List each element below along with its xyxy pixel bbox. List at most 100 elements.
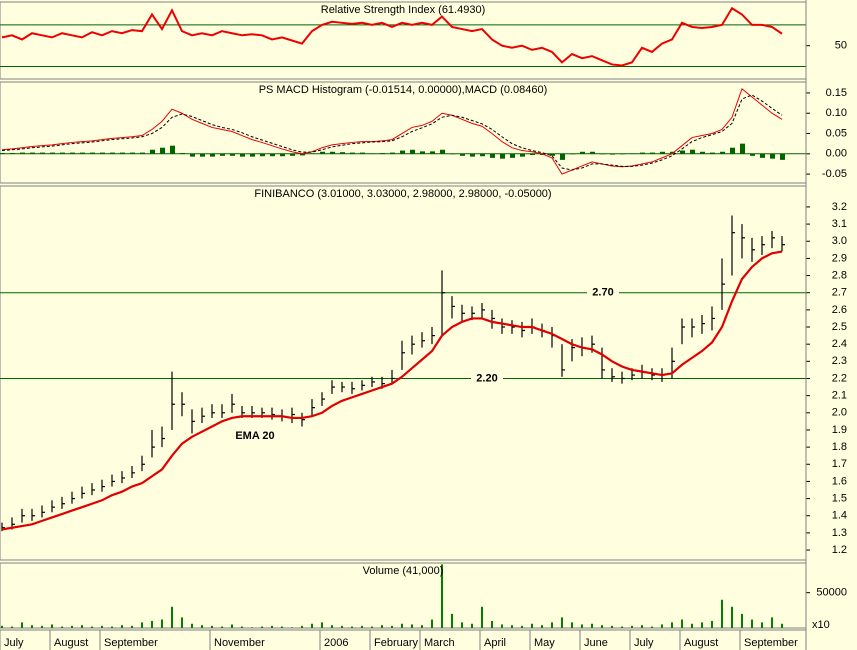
y-tick-label: 2.0 bbox=[832, 407, 847, 419]
price-bar bbox=[111, 474, 115, 487]
panel bbox=[0, 185, 807, 561]
x-tick-label: July bbox=[4, 637, 24, 649]
price-bar bbox=[621, 371, 625, 384]
histogram-bar bbox=[580, 151, 585, 154]
price-bar bbox=[191, 409, 195, 434]
histogram-bar bbox=[570, 153, 575, 155]
volume-bar bbox=[81, 625, 83, 628]
price-bar bbox=[481, 303, 485, 319]
histogram-bar bbox=[110, 152, 115, 154]
volume-bar bbox=[351, 626, 353, 628]
y-tick-label: 2.3 bbox=[832, 355, 847, 367]
price-bar bbox=[361, 380, 365, 391]
x-tick-label: September bbox=[744, 637, 798, 649]
histogram-bar bbox=[610, 153, 615, 155]
y-tick-label: 2.2 bbox=[832, 372, 847, 384]
panel-title: PS MACD Histogram (-0.01514, 0.00000),MA… bbox=[259, 84, 548, 96]
volume-bar bbox=[271, 625, 273, 628]
price-bar bbox=[311, 399, 315, 417]
volume-bar bbox=[671, 622, 673, 628]
histogram-bar bbox=[720, 151, 725, 154]
x-tick-label: November bbox=[214, 637, 265, 649]
price-bar bbox=[151, 429, 155, 458]
volume-bar bbox=[321, 622, 323, 628]
histogram-bar bbox=[320, 151, 325, 154]
histogram-bar bbox=[630, 153, 635, 154]
histogram-bar bbox=[460, 153, 465, 156]
price-bar bbox=[31, 508, 35, 521]
price-bar bbox=[781, 236, 785, 252]
volume-bar bbox=[241, 626, 243, 628]
volume-bar bbox=[521, 625, 523, 628]
volume-bar bbox=[711, 620, 713, 628]
panel-title: Volume (41,000) bbox=[363, 565, 444, 577]
histogram-bar bbox=[730, 147, 735, 154]
x-tick-label: August bbox=[684, 637, 718, 649]
price-bar bbox=[691, 318, 695, 338]
histogram-bar bbox=[770, 153, 775, 159]
volume-bar bbox=[141, 622, 143, 628]
volume-bar bbox=[201, 625, 203, 628]
price-bar bbox=[331, 380, 335, 394]
histogram-bar bbox=[20, 152, 25, 154]
histogram-bar bbox=[180, 152, 185, 154]
volume-bar bbox=[611, 625, 613, 628]
volume-bar bbox=[761, 622, 763, 628]
histogram-bar bbox=[210, 153, 215, 157]
histogram-bar bbox=[390, 152, 395, 154]
histogram-bar bbox=[260, 153, 265, 157]
price-bar bbox=[711, 306, 715, 331]
histogram-bar bbox=[290, 153, 295, 156]
price-bar bbox=[341, 381, 345, 393]
price-bar bbox=[291, 407, 295, 424]
volume-bar bbox=[491, 620, 493, 628]
volume-bar bbox=[661, 624, 663, 628]
price-bar bbox=[1, 522, 5, 532]
histogram-bar bbox=[330, 151, 335, 154]
price-bar bbox=[511, 320, 515, 334]
x-tick-label: August bbox=[54, 637, 88, 649]
histogram-bar bbox=[740, 143, 745, 154]
price-bar bbox=[571, 339, 575, 362]
volume-bar bbox=[531, 623, 533, 628]
volume-bar bbox=[411, 624, 413, 628]
histogram-bar bbox=[270, 153, 275, 157]
volume-bar bbox=[331, 625, 333, 628]
volume-bar bbox=[11, 626, 13, 628]
histogram-bar bbox=[0, 152, 5, 154]
histogram-bar bbox=[650, 152, 655, 154]
series-label: EMA 20 bbox=[235, 430, 274, 442]
price-bar bbox=[741, 224, 745, 259]
histogram-bar bbox=[70, 152, 75, 154]
y-tick-label: 2.1 bbox=[832, 390, 847, 402]
price-bar bbox=[441, 270, 445, 336]
price-bar bbox=[61, 496, 65, 509]
panel-title: FINIBANCO (3.01000, 3.03000, 2.98000, 2.… bbox=[254, 188, 551, 200]
y-tick-label: 50 bbox=[835, 40, 847, 52]
y-tick-label: 1.5 bbox=[832, 492, 847, 504]
volume-bar bbox=[401, 623, 403, 628]
histogram-bar bbox=[250, 153, 255, 157]
histogram-bar bbox=[220, 153, 225, 156]
price-bar bbox=[421, 332, 425, 348]
volume-bar bbox=[121, 625, 123, 628]
volume-bar bbox=[641, 625, 643, 628]
y-tick-label: -0.05 bbox=[822, 168, 847, 180]
histogram-bar bbox=[140, 152, 145, 154]
volume-bar bbox=[131, 625, 133, 628]
volume-bar bbox=[601, 625, 603, 628]
histogram-bar bbox=[450, 153, 455, 155]
histogram-bar bbox=[750, 153, 755, 156]
y-tick-label: 2.8 bbox=[832, 269, 847, 281]
volume-bar bbox=[471, 623, 473, 628]
price-bar bbox=[401, 340, 405, 370]
y-tick-label: 3.0 bbox=[832, 235, 847, 247]
histogram-bar bbox=[520, 153, 525, 157]
volume-bar bbox=[71, 625, 73, 628]
histogram-bar bbox=[90, 152, 95, 154]
price-bar bbox=[611, 368, 615, 382]
histogram-bar bbox=[310, 153, 315, 154]
volume-bar bbox=[701, 622, 703, 628]
volume-bar bbox=[211, 625, 213, 628]
price-bar bbox=[681, 318, 685, 345]
